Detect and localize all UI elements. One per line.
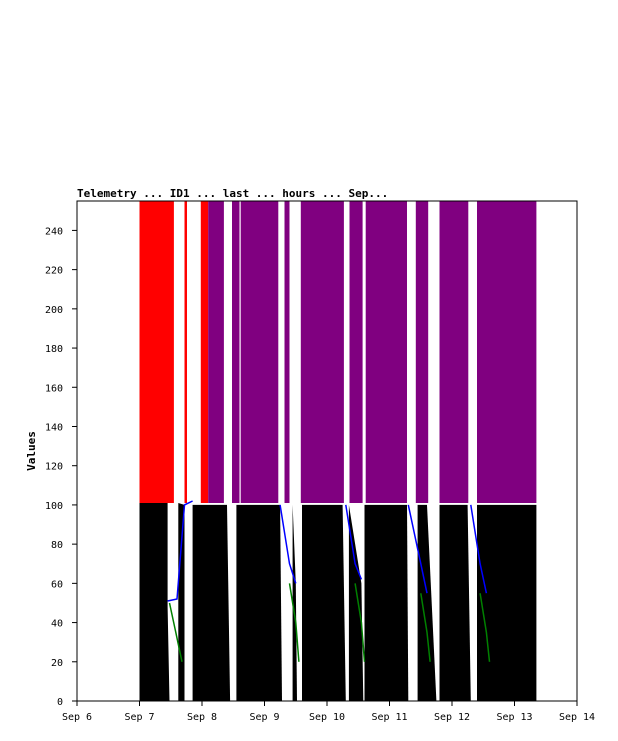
series-2-area-0 [208,201,224,503]
series-0-area-10 [477,504,537,701]
series-2-area-3 [284,201,290,503]
series-0-area-1 [178,503,185,701]
series-2-area-8 [439,201,469,503]
series-3-line-3 [407,504,428,594]
series-0-area-3 [236,504,282,701]
series-0-area-0 [139,503,170,701]
y-axis: 0 20 40 60 80 100 120 140 160 180 200 220 240 [45,226,77,708]
series-0-area-6 [348,504,364,701]
x-tick-label-1: Sep 7 [124,712,154,723]
series-2-area-4 [300,201,344,503]
y-tick-label-3: 60 [51,579,63,590]
x-tick-label-7: Sep 13 [496,712,532,723]
y-tick-label-1: 20 [51,658,63,669]
y-tick-label-10: 200 [45,305,63,316]
plot-series [139,201,537,701]
x-tick-label-8: Sep 14 [559,712,595,723]
series-1-area-2 [200,201,209,503]
series-1-area-0 [139,201,174,503]
y-tick-label-6: 120 [45,462,63,473]
x-tick-label-6: Sep 12 [434,712,470,723]
series-2-area-5 [349,201,363,503]
series-2-area-2 [240,201,279,503]
series-2-area-1 [232,201,240,503]
series-2-area-7 [415,201,429,503]
series-1-area-1 [184,201,187,503]
y-tick-label-5: 100 [45,501,63,512]
chart-title: Telemetry ... ID1 ... last ... hours ...… [77,187,388,200]
y-tick-label-8: 160 [45,383,63,394]
series-4-line-3 [420,593,431,662]
series-3-line-4 [470,504,488,594]
y-tick-label-7: 140 [45,422,63,433]
series-4-line-4 [479,593,491,662]
series-0-area-5 [302,504,346,701]
x-tick-label-2: Sep 8 [187,712,217,723]
series-4-line-1 [288,583,300,662]
series-0-area-8 [417,504,437,701]
series-0-area-7 [364,504,409,701]
x-axis: Sep 6 Sep 7 Sep 8 Sep 9 Sep 10 Sep 11 Sep 12 Se… [62,701,595,723]
y-tick-label-0: 0 [57,697,63,708]
y-axis-label: Values [25,431,38,471]
series-0-area-9 [439,504,471,701]
x-tick-label-5: Sep 11 [371,712,407,723]
series-3-line-0 [167,500,193,602]
series-0-area-4 [292,504,297,701]
y-tick-label-12: 240 [45,226,63,237]
y-tick-label-11: 220 [45,266,63,277]
series-4-line-0 [168,602,183,662]
x-tick-label-3: Sep 9 [249,712,279,723]
series-3-line-2 [345,504,363,580]
y-tick-label-9: 180 [45,344,63,355]
x-tick-label-4: Sep 10 [309,712,345,723]
series-0-area-2 [192,504,231,701]
y-tick-label-2: 40 [51,619,63,630]
series-3-line-1 [279,504,297,584]
series-2-area-9 [477,201,537,503]
x-tick-label-0: Sep 6 [62,712,92,723]
y-tick-label-4: 80 [51,540,63,551]
series-4-line-2 [354,583,366,662]
series-2-area-6 [365,201,407,503]
